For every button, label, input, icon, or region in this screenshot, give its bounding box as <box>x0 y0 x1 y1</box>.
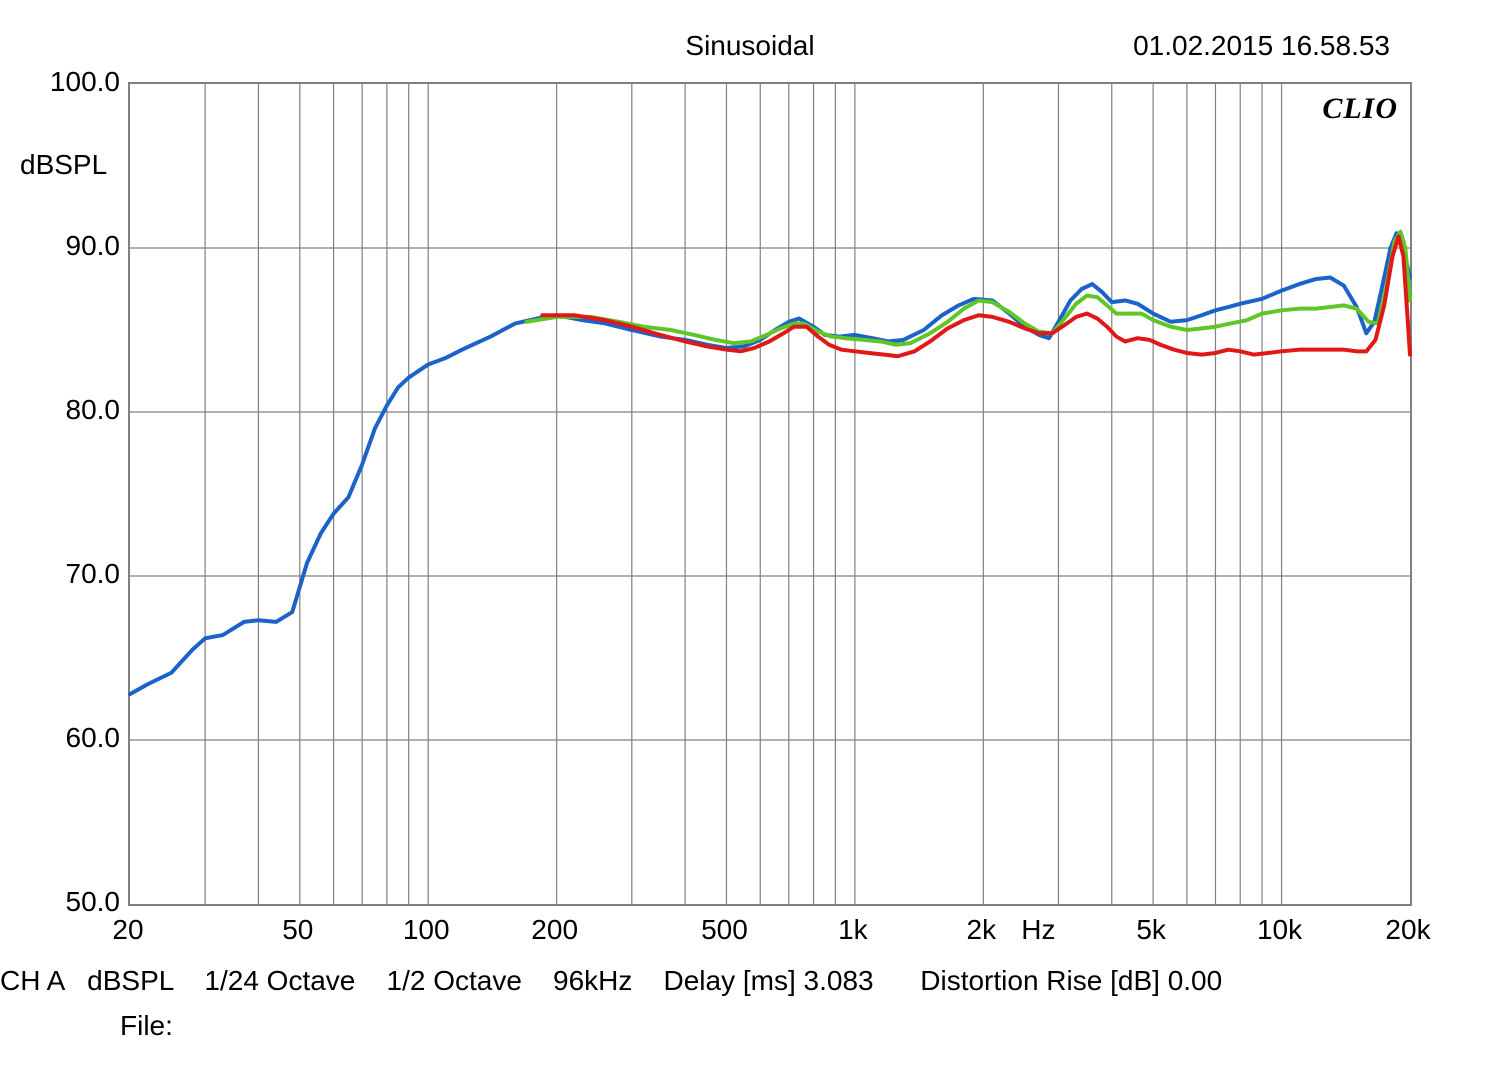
footer-info-line: CH A dBSPL 1/24 Octave 1/2 Octave 96kHz … <box>0 965 1500 997</box>
x-tick-label: 50 <box>258 914 338 946</box>
x-tick-label: 200 <box>515 914 595 946</box>
x-tick-label: 100 <box>386 914 466 946</box>
footer-file-label: File: <box>120 1010 173 1042</box>
x-tick-label: 20 <box>88 914 168 946</box>
x-axis-unit: Hz <box>1021 914 1055 946</box>
y-axis-unit: dBSPL <box>20 149 107 181</box>
x-tick-label: 2k <box>941 914 1021 946</box>
timestamp: 01.02.2015 16.58.53 <box>1133 30 1390 62</box>
series-red <box>542 237 1410 357</box>
chart-svg <box>130 84 1410 904</box>
x-tick-label: 10k <box>1240 914 1320 946</box>
y-tick-label: 60.0 <box>30 722 120 754</box>
series-blue <box>130 233 1410 694</box>
y-tick-label: 100.0 <box>30 66 120 98</box>
y-tick-label: 80.0 <box>30 394 120 426</box>
x-tick-label: 500 <box>684 914 764 946</box>
x-tick-label: 20k <box>1368 914 1448 946</box>
chart-plot-area: CLIO <box>128 82 1412 906</box>
y-tick-label: 90.0 <box>30 230 120 262</box>
x-tick-label: 5k <box>1111 914 1191 946</box>
x-tick-label: 1k <box>813 914 893 946</box>
y-tick-label: 70.0 <box>30 558 120 590</box>
